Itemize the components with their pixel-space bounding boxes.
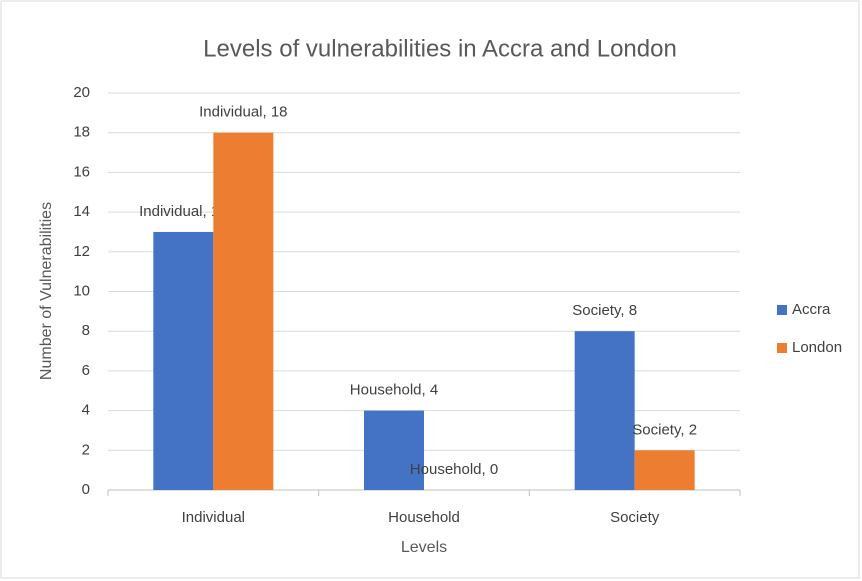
data-label: Individual, 18 [199,104,287,121]
x-tick-label: Individual [182,509,245,526]
data-label: Society, 2 [632,421,697,438]
y-tick-label: 18 [73,124,90,141]
y-tick-label: 20 [73,84,90,101]
x-tick-label: Household [388,509,460,526]
bar [364,410,424,490]
y-tick-label: 4 [82,402,90,419]
y-tick-label: 8 [82,322,90,339]
y-tick-label: 6 [82,362,90,379]
data-label: Household, 0 [410,461,498,478]
y-tick-label: 14 [73,203,90,220]
x-axis-title: Levels [401,539,447,556]
bar [574,331,635,490]
legend-swatch [777,343,787,353]
bar [153,231,214,490]
legend-label: Accra [792,301,831,318]
data-label: Society, 8 [572,302,637,319]
legend-label: London [792,339,842,356]
y-axis-title: Number of Vulnerabilities [38,202,55,380]
legend-swatch [777,305,787,315]
y-tick-label: 0 [82,481,90,498]
bar [634,450,695,490]
y-tick-label: 2 [82,441,90,458]
data-label: Individual, 13 [139,203,227,220]
y-tick-label: 10 [73,282,90,299]
y-tick-label: 16 [73,163,90,180]
y-tick-label: 12 [73,243,90,260]
bar [213,132,274,490]
x-tick-label: Society [610,509,660,526]
chart-title: Levels of vulnerabilities in Accra and L… [203,35,677,62]
data-label: Household, 4 [350,382,438,399]
